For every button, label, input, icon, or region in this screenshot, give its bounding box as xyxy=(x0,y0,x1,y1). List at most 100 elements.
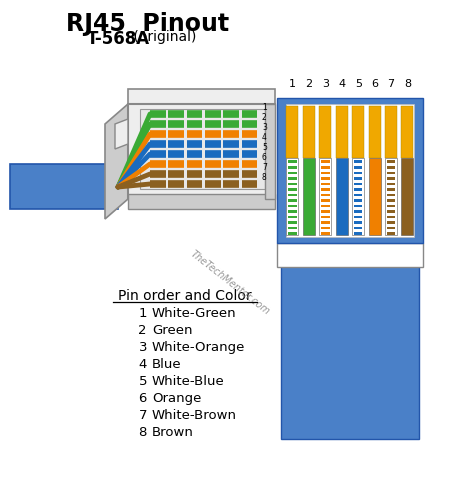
Text: 4: 4 xyxy=(338,79,346,89)
Bar xyxy=(387,182,395,185)
Text: 2: 2 xyxy=(138,324,147,337)
Bar xyxy=(303,158,315,235)
Bar xyxy=(354,227,363,229)
Polygon shape xyxy=(128,104,275,199)
Text: 7: 7 xyxy=(138,409,147,422)
Bar xyxy=(387,210,395,213)
Text: 8: 8 xyxy=(262,173,267,182)
Bar xyxy=(354,188,363,191)
Text: Pin order and Color: Pin order and Color xyxy=(118,289,252,303)
Bar xyxy=(387,216,395,218)
Polygon shape xyxy=(105,104,128,219)
Text: White-Green: White-Green xyxy=(152,307,237,320)
Text: 4: 4 xyxy=(262,133,267,142)
Text: (original): (original) xyxy=(129,30,197,44)
Text: 7: 7 xyxy=(388,79,395,89)
Bar xyxy=(354,160,363,163)
Bar xyxy=(354,216,363,218)
Bar xyxy=(354,221,363,224)
Text: 2: 2 xyxy=(262,113,267,122)
Bar xyxy=(321,227,329,229)
Text: 8: 8 xyxy=(404,79,411,89)
Bar xyxy=(354,177,363,180)
Text: 1: 1 xyxy=(262,103,267,112)
Text: 6: 6 xyxy=(262,153,267,162)
Text: 1: 1 xyxy=(289,79,296,89)
Bar xyxy=(387,205,395,207)
Text: 3: 3 xyxy=(138,341,147,354)
Text: White-Orange: White-Orange xyxy=(152,341,246,354)
Bar xyxy=(354,194,363,196)
Bar xyxy=(288,177,297,180)
Bar xyxy=(336,106,348,158)
Bar xyxy=(303,106,315,158)
Bar xyxy=(387,199,395,202)
Bar xyxy=(321,177,329,180)
Text: 3: 3 xyxy=(322,79,329,89)
Bar xyxy=(369,106,381,158)
Bar xyxy=(321,171,329,174)
Bar xyxy=(354,171,363,174)
Bar xyxy=(288,194,297,196)
Bar xyxy=(321,221,329,224)
Bar xyxy=(277,98,423,243)
Text: 7: 7 xyxy=(262,163,267,172)
Bar xyxy=(288,210,297,213)
Polygon shape xyxy=(265,104,275,199)
Bar xyxy=(387,171,395,174)
Bar xyxy=(319,158,331,235)
Text: 3: 3 xyxy=(262,123,267,132)
Text: Green: Green xyxy=(152,324,192,337)
Text: Brown: Brown xyxy=(152,426,194,439)
Bar xyxy=(336,158,348,235)
Bar xyxy=(288,160,297,163)
Bar xyxy=(354,210,363,213)
Bar xyxy=(321,160,329,163)
Bar xyxy=(354,205,363,207)
Bar xyxy=(288,205,297,207)
Bar xyxy=(321,216,329,218)
Polygon shape xyxy=(140,109,265,189)
Bar xyxy=(288,171,297,174)
Bar xyxy=(321,199,329,202)
Bar xyxy=(369,158,381,235)
Bar xyxy=(387,194,395,196)
Polygon shape xyxy=(115,119,128,149)
Bar xyxy=(387,188,395,191)
Bar xyxy=(354,199,363,202)
Bar xyxy=(387,160,395,163)
Bar xyxy=(321,166,329,169)
Bar xyxy=(354,182,363,185)
Text: 6: 6 xyxy=(138,392,147,405)
Bar xyxy=(288,166,297,169)
Bar xyxy=(277,243,423,267)
Bar xyxy=(321,205,329,207)
Bar xyxy=(321,188,329,191)
Bar xyxy=(387,221,395,224)
Text: 8: 8 xyxy=(138,426,147,439)
Bar xyxy=(321,232,329,235)
Text: 1: 1 xyxy=(138,307,147,320)
Text: 5: 5 xyxy=(355,79,362,89)
Bar xyxy=(352,106,364,158)
Bar xyxy=(321,182,329,185)
Bar xyxy=(354,166,363,169)
Bar xyxy=(321,210,329,213)
Bar xyxy=(288,182,297,185)
Text: Orange: Orange xyxy=(152,392,201,405)
Bar xyxy=(286,106,299,158)
Bar xyxy=(288,199,297,202)
Text: T-568A: T-568A xyxy=(86,30,150,48)
Bar xyxy=(385,106,397,158)
Polygon shape xyxy=(128,194,275,209)
Text: RJ45  Pinout: RJ45 Pinout xyxy=(66,12,229,36)
Text: White-Blue: White-Blue xyxy=(152,375,225,388)
Bar xyxy=(288,216,297,218)
Text: Blue: Blue xyxy=(152,358,182,371)
Bar xyxy=(281,259,419,439)
Bar xyxy=(354,232,363,235)
Bar xyxy=(288,227,297,229)
Bar xyxy=(387,232,395,235)
Bar xyxy=(385,158,397,235)
Bar xyxy=(387,227,395,229)
